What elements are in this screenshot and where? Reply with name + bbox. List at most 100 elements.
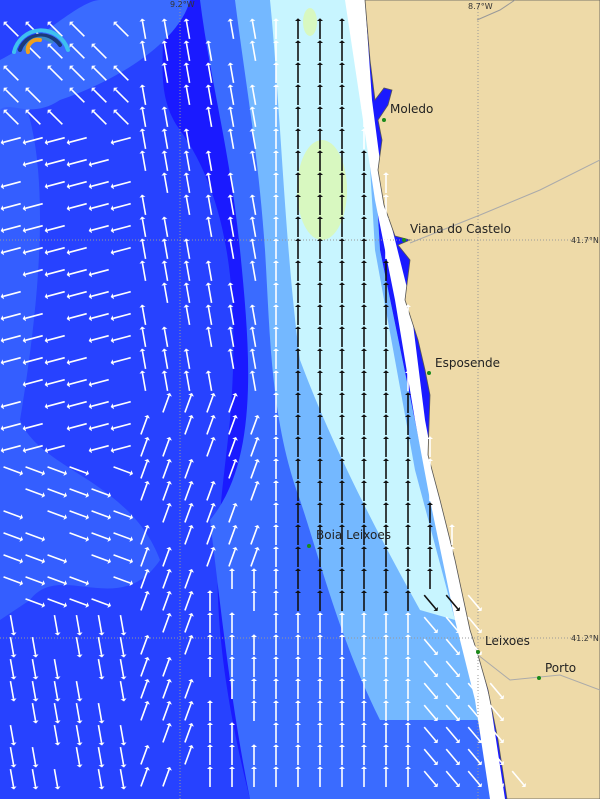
arrow-head [254,525,260,529]
current-arrow [69,598,87,606]
arrow-head [317,392,323,395]
current-arrow [185,42,191,62]
place-marker [476,650,480,654]
arrow-head [317,502,323,505]
arrow-head [273,436,279,439]
current-arrow [140,681,148,699]
current-arrow [113,356,131,364]
current-arrow [69,180,87,188]
current-arrow [31,636,37,656]
arrow-head [251,634,257,637]
arrow-head [273,678,279,681]
lon-label-right: 8.7°W [468,2,493,11]
arrow-head [107,602,111,608]
current-arrow [47,290,65,298]
current-arrow [467,770,481,786]
arrow-head [227,304,234,308]
current-arrow [162,769,170,787]
arrow-head [295,458,301,461]
arrow-head [339,216,345,219]
arrow-head [161,62,168,66]
current-arrow [185,20,191,40]
current-arrow [113,136,131,144]
current-arrow [91,312,109,320]
current-arrow [251,86,257,106]
current-arrow [140,571,148,589]
arrow-head [41,470,45,476]
place-leixoes[interactable]: Leixoes [485,634,530,648]
place-moledo[interactable]: Moledo [390,102,434,116]
current-arrow [184,417,192,435]
arrow-head [361,326,367,329]
arrow-head [22,425,27,432]
current-arrow [47,356,65,364]
current-arrow [25,488,43,496]
current-arrow [206,439,214,457]
arrow-head [22,249,27,256]
arrow-head [85,492,89,498]
arrow-head [66,161,71,168]
arrow-head [25,87,30,92]
arrow-head [139,84,146,88]
arrow-head [455,738,461,743]
current-arrow [69,312,87,320]
current-arrow [423,704,437,720]
arrow-head [47,43,52,48]
arrow-head [361,304,367,307]
place-esposende[interactable]: Esposende [435,356,501,370]
arrow-head [63,580,67,586]
arrow-head [339,304,345,307]
place-viana-do-castelo[interactable]: Viana do Castelo [410,222,511,236]
place-porto[interactable]: Porto [545,661,577,675]
current-arrow [3,554,21,562]
arrow-head [273,172,279,175]
arrow-head [66,381,71,388]
current-arrow [250,461,258,479]
arrow-head [44,227,49,234]
arrow-head [251,590,257,593]
arrow-head [273,260,279,263]
current-arrow [75,724,81,744]
arrow-head [361,392,367,395]
current-arrow [113,400,131,408]
arrow-head [295,590,301,593]
arrow-head [383,524,389,527]
arrow-head [166,701,172,705]
current-arrow [423,616,437,632]
current-arrow [163,262,169,282]
arrow-head [32,786,39,790]
arrow-head [455,628,461,633]
arrow-head [85,602,89,608]
current-arrow [113,444,131,452]
current-arrow [115,111,129,125]
arrow-head [166,767,172,771]
current-arrow [229,350,235,370]
arrow-head [249,326,256,330]
arrow-head [227,194,234,198]
current-arrow [207,218,213,238]
current-arrow [69,400,87,408]
current-arrow [163,372,169,392]
current-arrow [119,614,125,634]
arrow-head [361,568,367,571]
current-arrow [119,746,125,766]
arrow-head [0,249,5,256]
current-arrow [93,67,107,81]
arrow-head [317,722,323,725]
current-arrow [228,461,236,479]
current-arrow [69,268,87,276]
arrow-head [339,106,345,109]
arrow-head [110,403,115,410]
arrow-head [110,139,115,146]
arrow-head [120,654,127,658]
arrow-head [161,238,168,242]
arrow-head [405,678,411,681]
arrow-head [383,546,389,549]
current-arrow [25,246,43,254]
place-boia-leixoes[interactable]: Boia Leixoes [316,528,391,542]
arrow-head [229,766,235,769]
arrow-head [232,393,238,397]
arrow-head [273,348,279,351]
arrow-head [120,786,127,790]
